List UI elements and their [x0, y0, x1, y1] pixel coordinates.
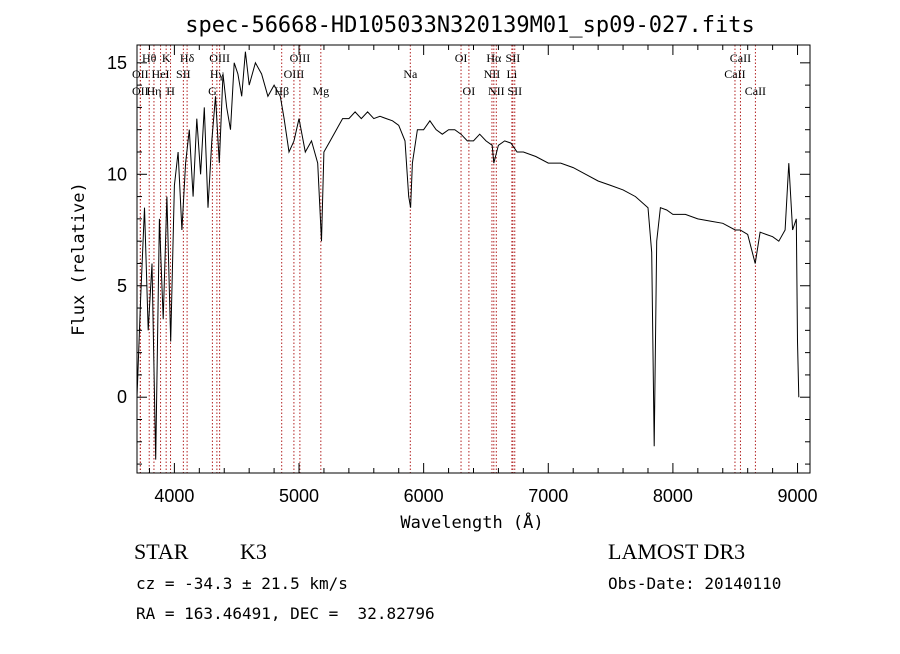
y-tick-label: 15 — [107, 53, 127, 73]
x-tick-label: 4000 — [154, 486, 194, 506]
spectral-line-label: HeI — [152, 67, 170, 81]
spectral-line-label: CaII — [724, 67, 745, 81]
x-axis-ticks: 4000 5000 6000 7000 8000 9000 — [148, 45, 818, 506]
spectral-line-label: Hη — [146, 84, 161, 98]
spectral-line-label: CaII — [745, 84, 766, 98]
redshift-readout: cz = -34.3 ± 21.5 km/s — [136, 574, 348, 593]
y-axis-ticks: 0 5 10 15 — [107, 53, 810, 465]
object-class: STAR — [134, 539, 189, 564]
spectral-line-label: OIII — [290, 51, 311, 65]
spectral-line-markers — [139, 45, 756, 473]
y-tick-label: 0 — [117, 387, 127, 407]
spectral-line-label: OII — [132, 67, 149, 81]
spectral-line-label: SII — [176, 67, 191, 81]
spectral-line-label: H — [166, 84, 175, 98]
y-tick-label: 5 — [117, 276, 127, 296]
spectral-line-label: OII — [132, 84, 149, 98]
spectral-line-label: OIII — [209, 51, 230, 65]
plot-frame — [136, 44, 811, 474]
spectral-line-label: OI — [455, 51, 468, 65]
x-tick-label: 8000 — [653, 486, 693, 506]
x-tick-label: 5000 — [279, 486, 319, 506]
spectral-line-label: Hβ — [274, 84, 289, 98]
object-subclass: K3 — [240, 539, 267, 564]
spectral-line-label: K — [162, 51, 171, 65]
spectral-line-label: Hδ — [180, 51, 195, 65]
spectral-line-label: Mg — [312, 84, 329, 98]
spectral-line-label: OIII — [284, 67, 305, 81]
survey-name: LAMOST DR3 — [608, 539, 745, 564]
x-axis-label: Wavelength (Å) — [400, 511, 543, 533]
spectral-line-label: CaII — [730, 51, 751, 65]
spectral-line-label: Hα — [486, 51, 502, 65]
spectral-line-label: OI — [463, 84, 476, 98]
spectral-line-label: Hθ — [142, 51, 157, 65]
x-tick-label: 7000 — [528, 486, 568, 506]
chart-title: spec-56668-HD105033N320139M01_sp09-027.f… — [185, 13, 755, 38]
y-axis-label: Flux (relative) — [69, 182, 89, 336]
spectral-line-label: SII — [506, 51, 521, 65]
spectral-line-label: NII — [484, 67, 501, 81]
spectral-line-label: SII — [507, 84, 522, 98]
flux-series-line — [136, 51, 800, 460]
coordinates-readout: RA = 163.46491, DEC = 32.82796 — [136, 604, 435, 623]
spectral-line-label: Hγ — [210, 67, 225, 81]
spectral-line-label: Li — [507, 67, 518, 81]
x-tick-label: 6000 — [404, 486, 444, 506]
x-tick-label: 9000 — [778, 486, 818, 506]
spectral-line-label: G — [208, 84, 217, 98]
spectral-line-label: Na — [403, 67, 418, 81]
obs-date: Obs-Date: 20140110 — [608, 574, 781, 593]
y-tick-label: 10 — [107, 164, 127, 184]
spectral-line-label: NII — [488, 84, 505, 98]
